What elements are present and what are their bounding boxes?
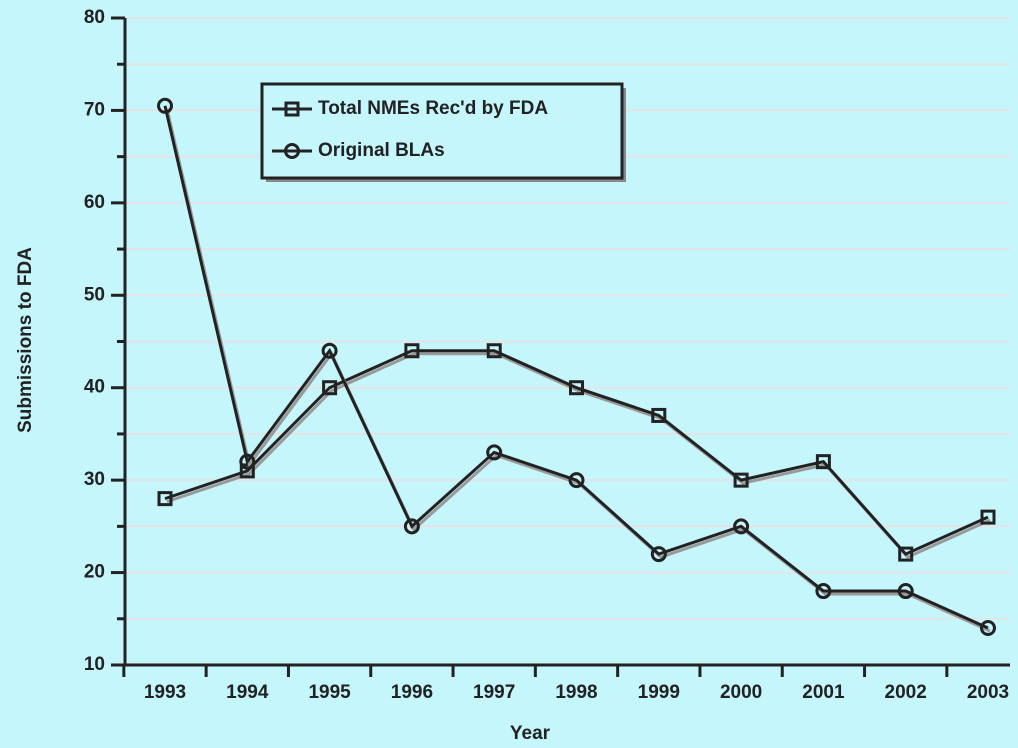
marker xyxy=(980,620,996,637)
x-tick-label: 2002 xyxy=(885,682,927,703)
marker xyxy=(898,546,914,562)
legend-label: Original BLAs xyxy=(318,140,445,161)
marker xyxy=(239,453,256,470)
marker xyxy=(651,407,667,423)
legend xyxy=(260,82,624,180)
marker xyxy=(815,454,831,470)
series-line xyxy=(164,349,989,556)
marker xyxy=(815,583,832,600)
y-tick-label: 80 xyxy=(84,7,105,28)
x-tick-label: 1994 xyxy=(226,682,269,703)
marker xyxy=(284,101,300,117)
legend-label: Total NMEs Rec'd by FDA xyxy=(318,98,548,119)
x-tick-label: 1996 xyxy=(391,682,433,703)
y-tick-label: 40 xyxy=(84,377,105,398)
marker xyxy=(733,518,750,535)
marker xyxy=(157,97,173,114)
x-tick-label: 1995 xyxy=(308,682,351,703)
marker xyxy=(239,463,255,479)
marker xyxy=(157,491,173,507)
y-tick-label: 30 xyxy=(84,469,105,490)
y-tick-label: 50 xyxy=(84,284,105,305)
x-axis-label: Year xyxy=(510,723,551,744)
marker xyxy=(321,342,338,359)
marker xyxy=(486,444,503,461)
marker xyxy=(650,546,667,563)
marker xyxy=(733,472,749,488)
marker xyxy=(897,583,914,600)
x-tick-label: 1993 xyxy=(144,682,186,703)
x-tick-label: 1999 xyxy=(638,682,680,703)
x-tick-label: 2003 xyxy=(967,682,1009,703)
marker xyxy=(486,343,502,359)
y-tick-label: 20 xyxy=(84,562,105,583)
marker xyxy=(980,509,996,525)
y-tick-label: 70 xyxy=(84,99,105,120)
marker xyxy=(322,380,338,396)
y-tick-label: 10 xyxy=(84,654,105,675)
series-line xyxy=(163,105,989,630)
marker xyxy=(404,343,420,359)
y-axis-label: Submissions to FDA xyxy=(15,247,36,433)
x-tick-label: 2001 xyxy=(802,682,845,703)
x-tick-label: 2000 xyxy=(720,682,762,703)
marker xyxy=(568,472,585,489)
marker xyxy=(284,143,300,159)
marker xyxy=(403,518,420,535)
marker xyxy=(569,380,584,396)
x-tick-label: 1997 xyxy=(473,682,515,703)
x-tick-label: 1998 xyxy=(555,682,597,703)
y-tick-label: 60 xyxy=(84,192,105,213)
